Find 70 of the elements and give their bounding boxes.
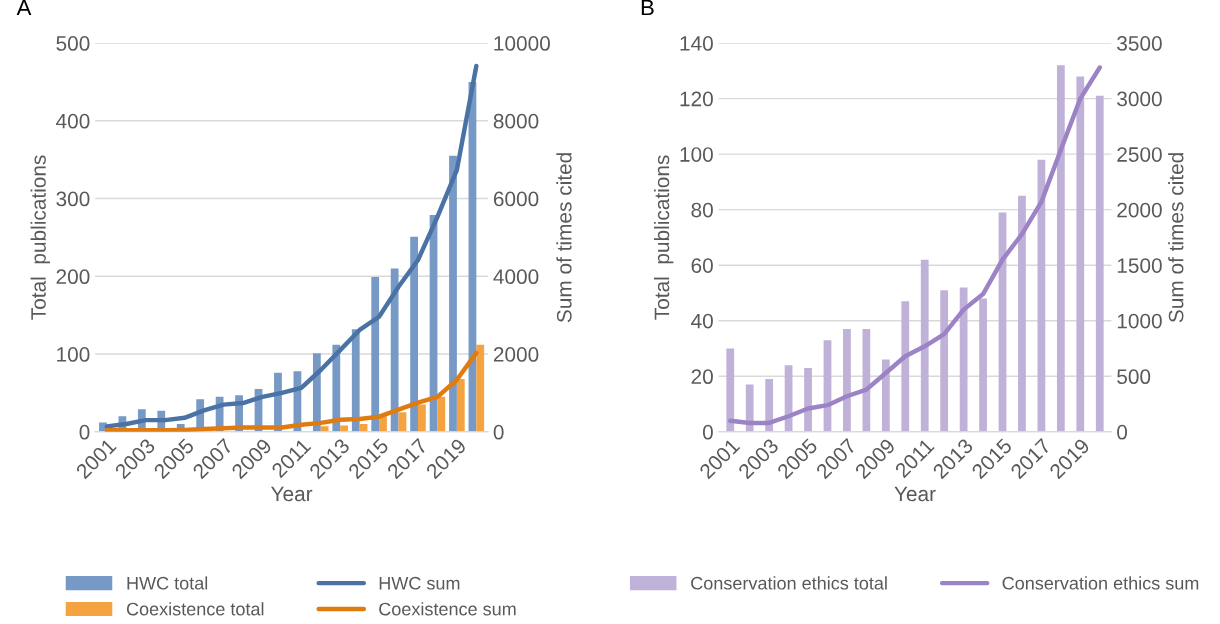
bar <box>1018 195 1026 432</box>
y-tick-label: 300 <box>56 191 90 207</box>
legend-label: Conservation ethics total <box>691 576 887 590</box>
y-tick-label: 400 <box>56 113 90 129</box>
legend-label: Coexistence sum <box>379 602 516 616</box>
chart-title: B <box>641 0 654 16</box>
legend-label: Conservation ethics sum <box>1002 576 1199 590</box>
legend-label: HWC total <box>127 576 208 590</box>
bar <box>371 277 380 432</box>
bar <box>862 329 871 432</box>
line-series <box>728 65 1102 426</box>
y2-axis-title: Sum of times cited <box>556 153 572 323</box>
bar <box>959 287 968 432</box>
bar <box>1076 76 1085 432</box>
y-tick-label: 20 <box>691 369 713 385</box>
y-tick-label: 200 <box>56 269 90 285</box>
y2-tick-label: 2000 <box>1117 202 1162 218</box>
bar <box>765 379 774 432</box>
bar <box>410 236 418 432</box>
bar <box>449 155 457 432</box>
legend-label: Coexistence total <box>126 602 264 616</box>
bar <box>476 344 485 432</box>
chart-title: A <box>16 0 32 16</box>
y2-tick-label: 2500 <box>1117 147 1162 162</box>
y-tick-label: 100 <box>57 347 90 362</box>
bar <box>901 301 910 432</box>
y-tick-label: 40 <box>691 313 713 329</box>
bar <box>745 384 754 432</box>
y-tick-label: 100 <box>680 147 713 162</box>
bar <box>390 268 399 432</box>
y-tick-label: 140 <box>680 36 713 51</box>
y-tick-label: 0 <box>702 424 713 440</box>
bar <box>804 367 812 432</box>
legend-label: HWC sum <box>379 576 460 590</box>
y2-tick-label: 8000 <box>493 113 539 129</box>
bar <box>726 348 735 432</box>
y2-tick-label: 0 <box>1117 424 1128 440</box>
y-tick-label: 120 <box>680 91 713 107</box>
y-tick-label: 80 <box>691 202 713 218</box>
y2-tick-label: 4000 <box>493 269 539 285</box>
bar <box>940 290 949 432</box>
y-tick-label: 500 <box>56 36 90 51</box>
bar <box>979 298 987 432</box>
x-axis-title: Year <box>894 486 936 502</box>
y2-tick-label: 500 <box>1117 369 1151 385</box>
y2-tick-label: 1000 <box>1117 313 1162 329</box>
y2-tick-label: 0 <box>493 424 504 440</box>
bar <box>843 329 851 432</box>
x-axis-title: Year <box>270 486 313 502</box>
y-tick-label: 0 <box>79 424 90 440</box>
bar <box>1095 95 1104 432</box>
y2-tick-label: 3000 <box>1117 91 1162 107</box>
y-axis-title: Total publications <box>30 155 50 320</box>
y2-tick-label: 6000 <box>493 191 539 207</box>
y2-tick-label: 1500 <box>1117 258 1162 273</box>
y-axis-title: Total publications <box>653 155 674 320</box>
line-series <box>104 63 479 429</box>
bar <box>417 404 426 432</box>
y2-tick-label: 10000 <box>494 36 550 51</box>
y2-axis-title: Sum of times cited <box>1168 153 1184 323</box>
bar <box>881 359 890 432</box>
y2-tick-label: 2000 <box>493 347 539 362</box>
bar <box>437 396 446 432</box>
bar <box>456 378 465 432</box>
bar <box>920 259 929 432</box>
y2-tick-label: 3500 <box>1117 36 1162 51</box>
line-series <box>104 350 479 432</box>
bar <box>1056 65 1065 432</box>
bar <box>320 426 329 432</box>
y-tick-label: 60 <box>691 258 713 273</box>
